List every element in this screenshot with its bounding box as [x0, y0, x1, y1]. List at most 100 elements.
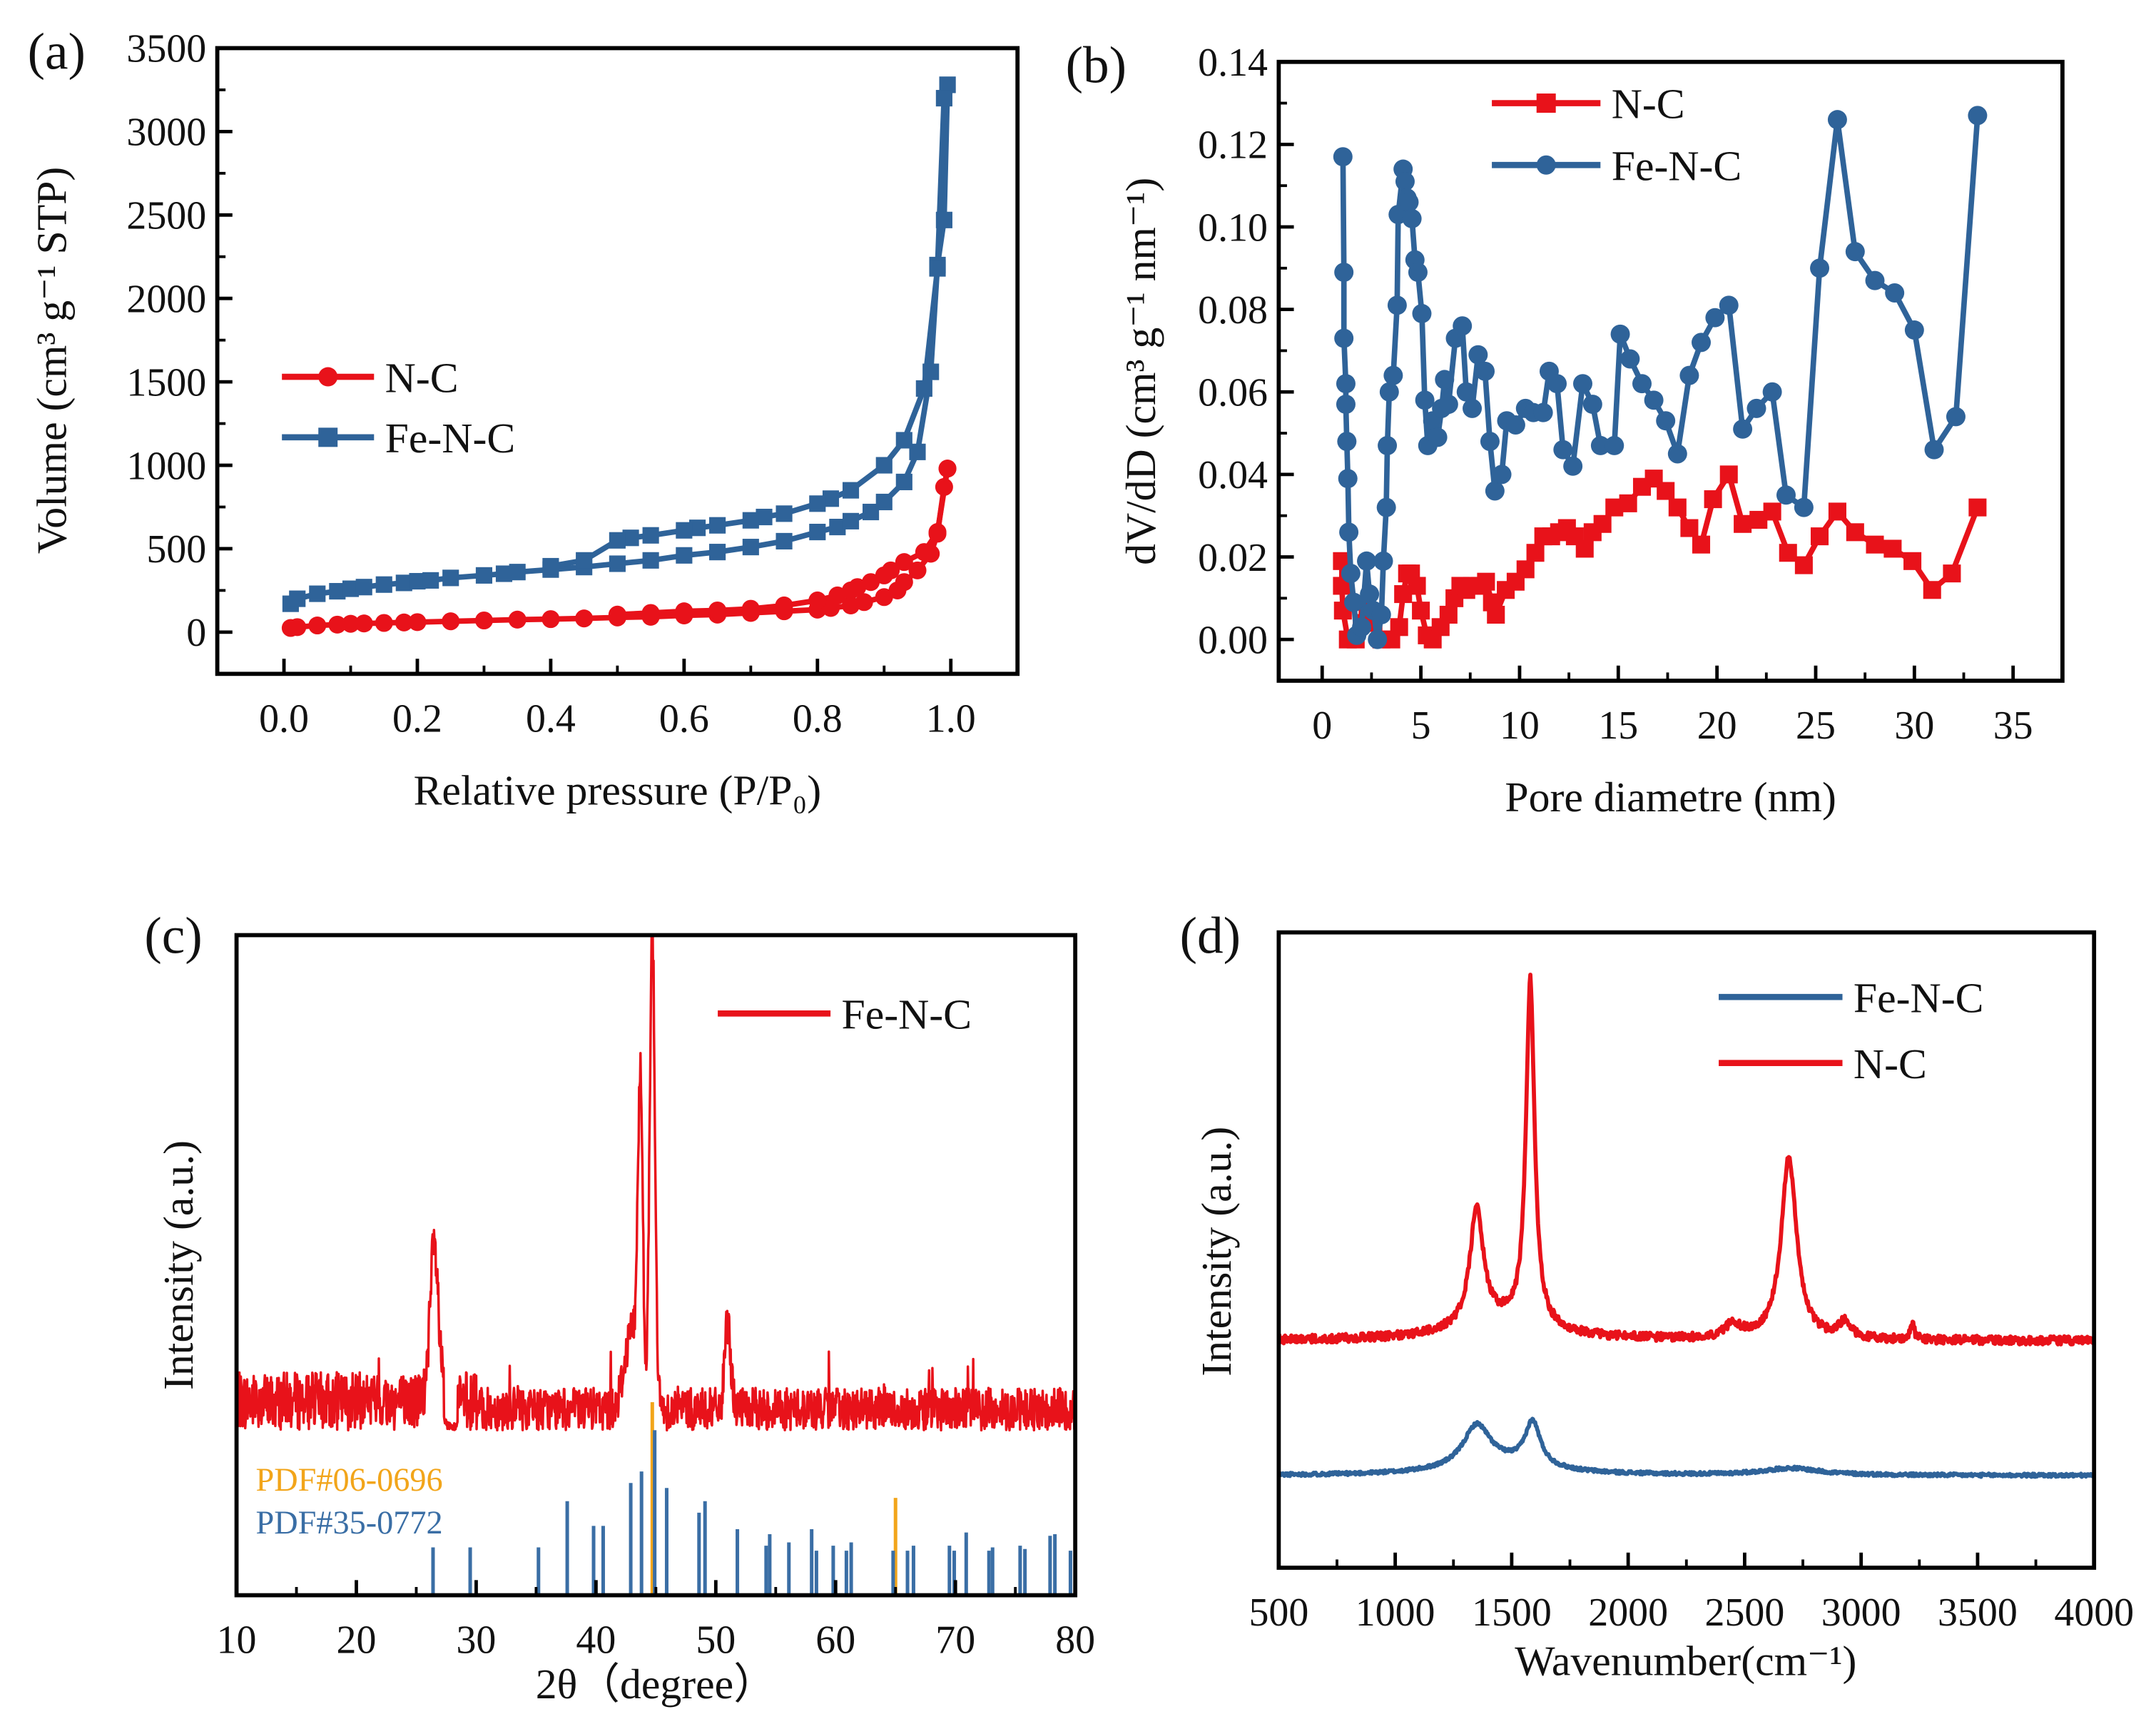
data-point [575, 609, 594, 628]
data-point [1333, 147, 1353, 167]
data-point [1428, 427, 1448, 447]
data-point [508, 610, 527, 629]
data-point [776, 505, 793, 522]
series-n-c [281, 460, 957, 637]
data-point [622, 529, 639, 547]
data-point [1338, 469, 1358, 489]
xrd-trace [236, 935, 1076, 1432]
series-n-c [1333, 465, 1987, 649]
data-point [1412, 602, 1430, 620]
data-point [938, 460, 957, 478]
legend-label: Fe-N-C [1854, 974, 1984, 1021]
reference-label: PDF#35-0772 [256, 1505, 443, 1541]
data-point [1536, 155, 1556, 175]
data-point [1337, 432, 1357, 452]
data-point [1341, 564, 1361, 584]
y-tick-label: 3000 [126, 111, 206, 155]
data-point [1536, 93, 1556, 113]
data-point [1827, 110, 1847, 130]
y-tick-label: 1500 [126, 360, 206, 405]
data-point [928, 523, 947, 542]
data-point [1885, 283, 1905, 303]
x-tick-label: 40 [576, 1618, 616, 1662]
data-point [609, 532, 626, 549]
data-point [915, 380, 932, 397]
data-point [1376, 497, 1396, 517]
data-point [342, 580, 360, 597]
data-point [1412, 303, 1432, 323]
data-point [875, 588, 893, 607]
y-tick-label: 500 [146, 527, 206, 572]
data-point [608, 605, 626, 624]
y-tick-label: 3500 [126, 27, 206, 71]
data-point [1828, 502, 1846, 521]
raman-trace-n-c [1278, 973, 2095, 1347]
x-axis-label: Wavenumber(cm⁻¹) [1515, 1637, 1856, 1684]
data-point [1692, 535, 1711, 554]
legend-label: Fe-N-C [1612, 142, 1742, 189]
data-point [1903, 552, 1922, 570]
data-point [842, 512, 860, 529]
data-point [375, 614, 393, 632]
data-point [1456, 382, 1476, 402]
data-point [475, 567, 493, 584]
x-tick-label: 2500 [1705, 1591, 1785, 1635]
data-point [742, 539, 759, 556]
data-point [828, 586, 847, 604]
data-point [1368, 629, 1388, 649]
x-tick-label: 30 [456, 1618, 496, 1662]
legend-label: N-C [1612, 81, 1685, 128]
data-point [1378, 435, 1398, 455]
legend-item: Fe-N-C [1719, 974, 1983, 1021]
data-point [822, 490, 840, 507]
data-point [709, 517, 726, 534]
data-point [775, 596, 793, 614]
x-tick-label: 3500 [1938, 1591, 2018, 1635]
data-point [318, 367, 338, 387]
x-tick-label: 25 [1796, 704, 1836, 748]
x-tick-label: 35 [1993, 704, 2033, 748]
x-tick-label: 2000 [1588, 1591, 1668, 1635]
data-point [1968, 498, 1987, 517]
panel-label: (a) [28, 22, 86, 80]
y-tick-label: 2000 [126, 277, 206, 321]
data-point [1475, 361, 1495, 381]
data-point [1395, 171, 1415, 191]
data-point [1463, 398, 1483, 418]
data-point [409, 572, 426, 590]
data-point [1477, 572, 1495, 591]
data-point [1776, 485, 1796, 505]
data-point [1733, 419, 1753, 439]
data-point [809, 495, 826, 512]
data-point [1705, 308, 1725, 328]
data-point [1505, 415, 1525, 435]
x-tick-label: 60 [815, 1618, 855, 1662]
panel-b-pore-distribution: (b) 0 5 10 15 20 25 30 35 0.00 0.02 0.04 0.06 0.08 0.1… [1066, 36, 2065, 821]
data-point [289, 590, 306, 607]
data-point [1371, 604, 1391, 624]
data-point [895, 473, 912, 490]
data-point [909, 443, 926, 460]
data-point [309, 585, 326, 602]
data-point [1480, 432, 1500, 452]
data-point [408, 613, 427, 632]
y-tick-label: 0.08 [1198, 288, 1268, 333]
data-point [1845, 242, 1865, 262]
data-point [895, 432, 912, 449]
data-point [688, 519, 706, 537]
data-point [642, 527, 659, 544]
data-point [1563, 456, 1583, 476]
data-point [809, 524, 826, 541]
y-tick-label: 0.10 [1198, 206, 1268, 250]
data-point [1762, 382, 1782, 402]
data-point [1485, 481, 1505, 501]
data-point [939, 76, 956, 93]
x-tick-label: 0.6 [659, 696, 709, 741]
data-point [1866, 535, 1884, 554]
x-tick-label: 0.0 [259, 696, 309, 741]
data-point [1657, 482, 1675, 500]
data-point [1619, 494, 1637, 512]
data-point [1779, 544, 1797, 562]
y-tick-label: 0.06 [1198, 371, 1268, 415]
data-point [1573, 374, 1592, 394]
